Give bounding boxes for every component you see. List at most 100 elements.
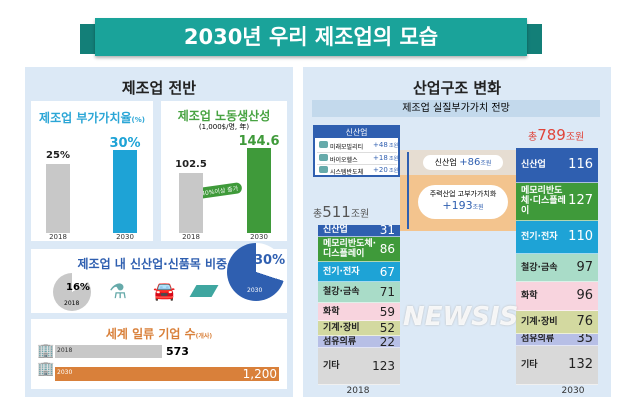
stack-segment: 화학 59: [318, 303, 400, 321]
year-2030: 2030: [116, 233, 134, 241]
segment-name: 섬유의류: [323, 336, 357, 347]
bridge-new: 신산업 +86조원: [423, 155, 503, 170]
hbar-label: 1,200: [242, 367, 277, 381]
item-name: 미래모빌리티: [330, 144, 364, 151]
item-name: 시스템반도체: [330, 169, 364, 176]
segment-name: 기타: [521, 359, 538, 370]
total-2030: 총789조원: [528, 126, 585, 144]
banner-ribbon-right: [522, 24, 542, 54]
bar-label-2018: 25%: [46, 149, 70, 161]
page-title: 2030년 우리 제조업의 모습: [95, 18, 527, 56]
new-industry-item: 바이오헬스 +18 조원: [317, 152, 399, 164]
new-industry-box-title: 신산업: [315, 127, 398, 138]
segment-value: 110: [568, 228, 593, 244]
segment-value: 116: [568, 157, 593, 173]
increase-badge: 40%이상 증가: [196, 181, 243, 200]
bar-label-2018: 102.5: [175, 158, 207, 170]
segment-name: 신산업: [521, 160, 546, 171]
stack-year-2030: 2030: [561, 386, 585, 396]
item-value: +18: [373, 154, 388, 162]
hbar-2018: 2018: [55, 345, 162, 358]
segment-name: 전기·전자: [521, 231, 558, 242]
segment-name: 메모리반도체·디스플레이: [323, 238, 377, 259]
new-industry-item: 시스템반도체 +20 조원: [317, 164, 399, 176]
stack-segment: 기타 132: [516, 345, 598, 385]
world-class-card: 세계 일류 기업 수(개사) 🏢 🏢 2018 573 2030 1,200: [31, 319, 287, 389]
productivity-card: 제조업 노동생산성 (1,000$/명, 年) 40%이상 증가 102.5 20…: [161, 101, 287, 241]
new-share-card: 제조업 내 신산업·신품목 비중(%) 16% 2018 ⚗ 🚘 30% 203…: [31, 243, 287, 313]
item-icon: [319, 166, 328, 173]
segment-value: 127: [568, 193, 593, 209]
overview-panel: 제조업 전반 제조업 부가가치율(%) 25% 2018 30% 2030 제조업 노…: [25, 67, 293, 397]
segment-name: 기계·장비: [323, 323, 360, 334]
stack-segment: 철강·금속 97: [516, 253, 598, 283]
pie-2030: 30% 2030: [227, 243, 285, 301]
bar-2030: [113, 149, 137, 233]
value-added-card: 제조업 부가가치율(%) 25% 2018 30% 2030: [31, 101, 153, 241]
item-unit: 조원: [389, 168, 399, 174]
pie-2030-label: 30%: [254, 253, 286, 268]
segment-value: 123: [372, 359, 395, 374]
hbar-year: 2030: [57, 369, 73, 376]
new-industry-box: 신산업 미래모빌리티 +48 조원 바이오헬스 +18 조원 시스템반도체 +20 조원: [313, 125, 400, 177]
pie-2018: 16% 2018: [53, 273, 91, 311]
structure-subtitle: 제조업 실질부가가치 전망: [312, 100, 600, 117]
stack-segment: 섬유의류 22: [318, 336, 400, 349]
stack-year-2018: 2018: [346, 386, 370, 396]
item-value: +20: [373, 166, 388, 174]
segment-name: 기타: [323, 361, 340, 372]
world-class-title: 세계 일류 기업 수(개사): [105, 327, 213, 341]
item-icon: [319, 154, 328, 161]
item-name: 바이오헬스: [330, 157, 358, 164]
stack-segment: 철강·금속 71: [318, 282, 400, 304]
item-value: +48: [373, 141, 388, 149]
stack-segment: 기타 123: [318, 348, 400, 385]
bar-2018: [46, 163, 70, 233]
segment-value: 97: [576, 259, 593, 275]
segment-value: 76: [576, 313, 593, 329]
item-unit: 조원: [389, 156, 399, 162]
segment-value: 132: [568, 356, 593, 372]
pie-2030-year: 2030: [247, 287, 263, 294]
car-icon: 🚘: [153, 281, 176, 302]
stack-segment: 메모리반도체·디스플레이 127: [516, 182, 598, 221]
stack-segment: 신산업 116: [516, 148, 598, 183]
chip-icon: [189, 285, 219, 297]
bar-2030: [247, 147, 271, 233]
structure-panel: 산업구조 변화 제조업 실질부가가치 전망 신산업 미래모빌리티 +48 조원 바이오…: [303, 67, 611, 397]
structure-title: 산업구조 변화: [412, 79, 502, 97]
stack-segment: 전기·전자 67: [318, 262, 400, 283]
segment-name: 섬유의류: [521, 334, 555, 345]
year-2018: 2018: [182, 233, 200, 241]
stack-segment: 메모리반도체·디스플레이 86: [318, 236, 400, 263]
segment-name: 신산업: [323, 225, 348, 236]
item-icon: [319, 141, 328, 148]
bar-label-2030: 144.6: [238, 133, 280, 149]
stack-segment: 섬유의류 35: [516, 331, 598, 347]
segment-value: 86: [379, 241, 395, 256]
segment-name: 기계·장비: [521, 316, 558, 327]
overview-title: 제조업 전반: [121, 79, 197, 97]
building-icon-2030: 🏢: [37, 361, 55, 377]
stack-segment: 신산업 31: [318, 224, 400, 237]
segment-name: 메모리반도체·디스플레이: [521, 186, 566, 217]
pie-2018-label: 16%: [66, 282, 90, 293]
item-unit: 조원: [389, 143, 399, 149]
year-2018: 2018: [49, 233, 67, 241]
new-industry-item: 미래모빌리티 +48 조원: [317, 140, 399, 151]
pie-2018-year: 2018: [64, 300, 80, 307]
segment-value: 59: [379, 304, 395, 319]
value-added-title: 제조업 부가가치율(%): [39, 111, 145, 125]
segment-name: 철강·금속: [521, 262, 558, 273]
productivity-unit: (1,000$/명, 年): [198, 123, 250, 131]
hbar-year: 2018: [57, 347, 73, 354]
segment-value: 35: [576, 331, 593, 347]
year-2030: 2030: [250, 233, 268, 241]
hbar-label: 573: [165, 345, 189, 358]
bar-2018: [179, 172, 203, 233]
segment-value: 71: [379, 285, 395, 300]
segment-name: 화학: [521, 291, 538, 302]
total-2018: 총511조원: [313, 203, 370, 221]
hbar-2030: 2030: [55, 367, 279, 381]
segment-name: 전기·전자: [323, 266, 360, 277]
